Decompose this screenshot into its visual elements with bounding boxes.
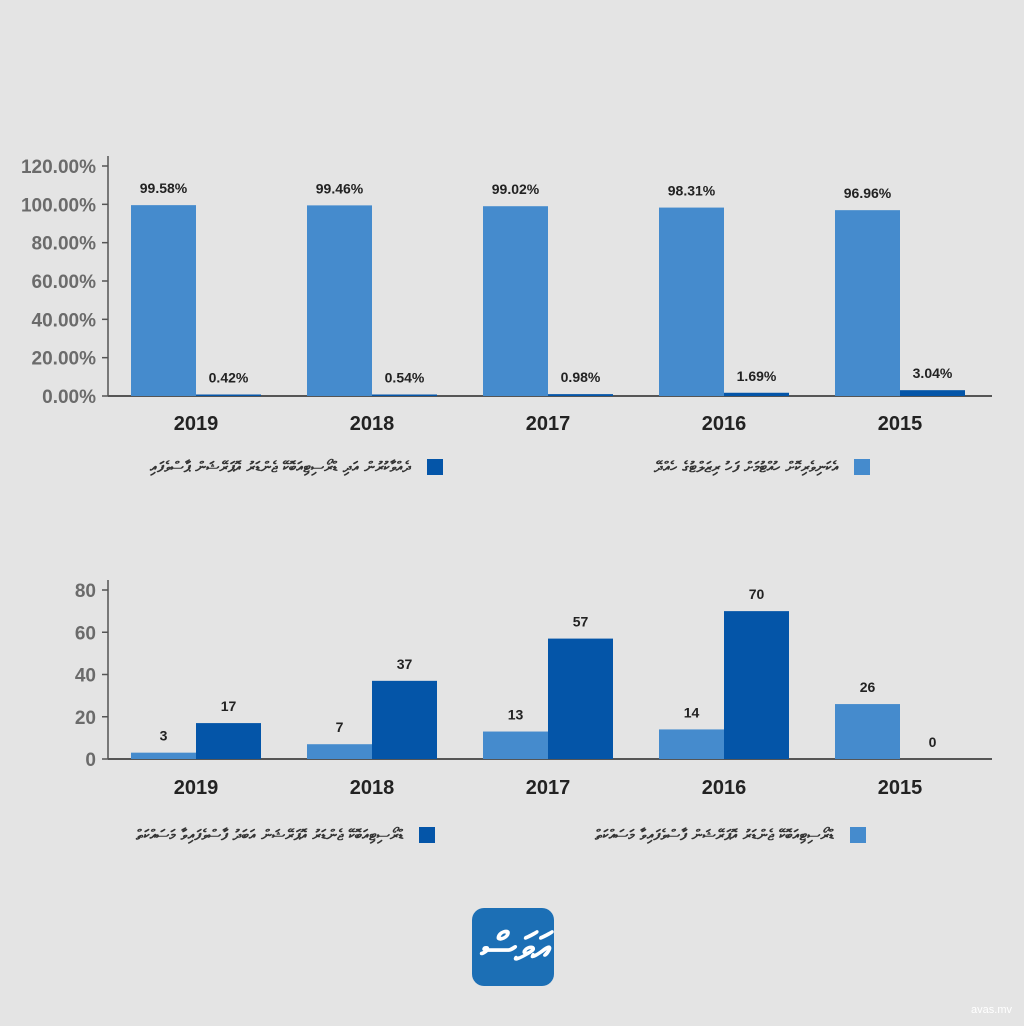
bar-2018-series-1 bbox=[307, 744, 372, 759]
bar-2015-series-1 bbox=[835, 704, 900, 759]
bar-2017-series-1 bbox=[483, 731, 548, 759]
data-label: 99.02% bbox=[492, 181, 540, 197]
bar-2016-series-1 bbox=[659, 729, 724, 759]
chart-counts: 80 60 40 20 0 3 17 2019 7 37 2018 13 57 2017 14 70 2016 2… bbox=[75, 580, 992, 799]
bar-2019-series-2 bbox=[196, 394, 261, 396]
legend-label: އެކަނިވެރިކޮށް ހުއްޓުމަށް ފަހު ރިޒަލްޓުގ… bbox=[654, 458, 838, 476]
bar-2018-series-1 bbox=[307, 205, 372, 396]
y-tick-label: 20 bbox=[75, 708, 96, 729]
bar-2015-series-2 bbox=[900, 390, 965, 396]
data-label: 57 bbox=[573, 614, 589, 630]
legend-label: ދެއްވާކުރުން އަދި ޑްރޯސިޓިއަބޮކޭ ޖެންޑަރ… bbox=[150, 458, 412, 476]
bar-2019-series-2 bbox=[196, 723, 261, 759]
bar-2017-series-1 bbox=[483, 206, 548, 396]
y-tick-label: 120.00% bbox=[21, 157, 96, 178]
avas-logo: އަވަސް bbox=[472, 908, 554, 986]
y-tick-label: 20.00% bbox=[32, 349, 97, 370]
legend-label: ޑްރޯސިޓިއަބޮކޭ ޖެންޑަރު އޮޕަރޭޝަން އަބަދ… bbox=[136, 826, 404, 844]
bar-2017-series-2 bbox=[548, 394, 613, 396]
category-label-2016: 2016 bbox=[702, 777, 747, 799]
legend-label: ޑްރޯސިޓިއަބޮކޭ ޖެންޑަރު އޮޕަރޭޝަން ފާސްވ… bbox=[595, 826, 834, 844]
legend-item-series-1: އެކަނިވެރިކޮށް ހުއްޓުމަށް ފަހު ރިޒަލްޓުގ… bbox=[654, 458, 870, 476]
legend-item-series-2: ޑްރޯސިޓިއަބޮކޭ ޖެންޑަރު އޮޕަރޭޝަން އަބަދ… bbox=[136, 826, 436, 844]
bar-2016-series-2 bbox=[724, 392, 789, 396]
category-label-2017: 2017 bbox=[526, 777, 571, 799]
data-label: 0 bbox=[929, 734, 937, 750]
data-label: 1.69% bbox=[737, 368, 777, 384]
legend-item-series-1: ޑްރޯސިޓިއަބޮކޭ ޖެންޑަރު އޮޕަރޭޝަން ފާސްވ… bbox=[595, 826, 866, 844]
site-watermark: avas.mv bbox=[971, 1004, 1012, 1016]
data-label: 0.54% bbox=[385, 370, 425, 386]
data-label: 37 bbox=[397, 656, 413, 672]
bar-2016-series-2 bbox=[724, 611, 789, 759]
data-label: 14 bbox=[684, 704, 700, 720]
legend-swatch-light bbox=[850, 827, 866, 843]
data-label: 26 bbox=[860, 679, 876, 695]
y-tick-label: 80.00% bbox=[32, 234, 97, 255]
data-label: 96.96% bbox=[844, 185, 892, 201]
legend-swatch-dark bbox=[419, 827, 436, 843]
legend-chart-1: އެކަނިވެރިކޮށް ހުއްޓުމަށް ފަހު ރިޒަލްޓުގ… bbox=[150, 458, 870, 476]
y-tick-label: 60 bbox=[75, 623, 96, 644]
category-label-2015: 2015 bbox=[878, 413, 923, 435]
data-label: 98.31% bbox=[668, 183, 716, 199]
y-tick-label: 80 bbox=[75, 581, 96, 602]
data-label: 70 bbox=[749, 586, 765, 602]
data-label: 0.98% bbox=[561, 369, 601, 385]
data-label: 3 bbox=[160, 728, 168, 744]
category-label-2019: 2019 bbox=[174, 413, 219, 435]
legend-item-series-2: ދެއްވާކުރުން އަދި ޑްރޯސިޓިއަބޮކޭ ޖެންޑަރ… bbox=[150, 458, 444, 476]
y-tick-label: 0.00% bbox=[42, 387, 96, 408]
bar-2019-series-1 bbox=[131, 205, 196, 396]
y-tick-label: 100.00% bbox=[21, 195, 96, 216]
bar-2015-series-1 bbox=[835, 210, 900, 396]
category-label-2015: 2015 bbox=[878, 777, 923, 799]
data-label: 17 bbox=[221, 698, 237, 714]
legend-swatch-light bbox=[854, 459, 870, 475]
category-label-2018: 2018 bbox=[350, 413, 395, 435]
data-label: 0.42% bbox=[209, 370, 249, 386]
bar-2018-series-2 bbox=[372, 394, 437, 396]
y-tick-label: 0 bbox=[85, 750, 96, 771]
bar-2019-series-1 bbox=[131, 752, 196, 759]
category-label-2017: 2017 bbox=[526, 413, 571, 435]
legend-swatch-dark bbox=[427, 459, 444, 475]
data-label: 3.04% bbox=[913, 365, 953, 381]
data-label: 99.46% bbox=[316, 180, 364, 196]
category-label-2019: 2019 bbox=[174, 777, 219, 799]
bar-2016-series-1 bbox=[659, 207, 724, 396]
data-label: 7 bbox=[336, 719, 344, 735]
legend-chart-2: ޑްރޯސިޓިއަބޮކޭ ޖެންޑަރު އޮޕަރޭޝަން ފާސްވ… bbox=[136, 826, 866, 844]
category-label-2018: 2018 bbox=[350, 777, 395, 799]
logo-text: އަވަސް bbox=[478, 923, 548, 971]
y-tick-label: 60.00% bbox=[32, 272, 97, 293]
data-label: 13 bbox=[508, 707, 524, 723]
bar-2018-series-2 bbox=[372, 680, 437, 759]
bar-2017-series-2 bbox=[548, 638, 613, 759]
category-label-2016: 2016 bbox=[702, 413, 747, 435]
y-tick-label: 40 bbox=[75, 666, 96, 687]
data-label: 99.58% bbox=[140, 180, 188, 196]
chart-percentages: 120.00% 100.00% 80.00% 60.00% 40.00% 20.00% 0.… bbox=[21, 156, 992, 435]
y-tick-label: 40.00% bbox=[32, 310, 97, 331]
